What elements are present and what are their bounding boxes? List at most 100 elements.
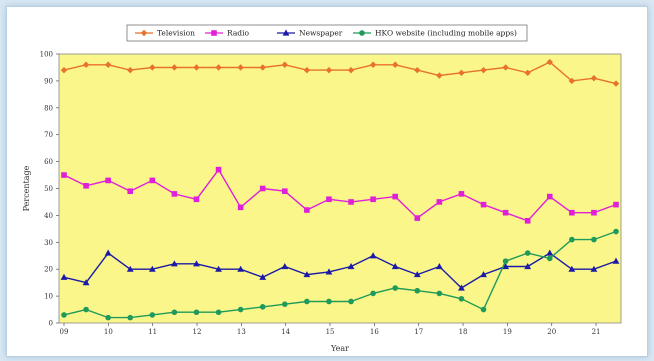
- x-tick-label: 19: [503, 328, 512, 336]
- data-point: [480, 201, 487, 208]
- series-line: [63, 61, 617, 85]
- data-point: [392, 61, 399, 68]
- data-point: [149, 177, 156, 184]
- data-point: [83, 183, 89, 189]
- data-point: [435, 263, 443, 270]
- data-point: [281, 263, 289, 270]
- data-point: [569, 209, 575, 216]
- data-point: [303, 271, 311, 278]
- data-point: [282, 188, 288, 194]
- data-point: [590, 75, 598, 82]
- data-point: [413, 271, 421, 278]
- data-point: [392, 285, 399, 291]
- data-point: [458, 69, 465, 77]
- data-point: [326, 196, 332, 203]
- y-tick-label: 20: [44, 266, 53, 274]
- data-point: [480, 306, 487, 313]
- data-point: [568, 265, 576, 272]
- data-point: [127, 314, 134, 321]
- y-tick-label: 30: [44, 239, 53, 247]
- data-point: [171, 260, 178, 267]
- legend-marker: [282, 29, 290, 36]
- data-point: [259, 64, 266, 71]
- chart-frame: 0 10 20 30 40 50 60 70 80 90 100 09 10 11 12 13 14 15 16 17…: [6, 6, 648, 357]
- data-point: [591, 236, 597, 243]
- x-tick-label: 10: [104, 328, 113, 336]
- data-point: [546, 58, 553, 66]
- data-point: [60, 273, 68, 280]
- x-tick-label: 12: [193, 328, 202, 336]
- legend-label: Television: [157, 29, 195, 38]
- x-tick-label: 13: [237, 328, 246, 336]
- line-chart: 0 10 20 30 40 50 60 70 80 90 100 09 10 11 12 13 14 15 16 17…: [22, 24, 622, 353]
- y-tick-label: 10: [44, 293, 53, 301]
- data-point: [613, 201, 619, 208]
- data-point: [282, 301, 288, 307]
- data-point: [193, 64, 200, 71]
- y-tick-label: 50: [44, 185, 53, 193]
- data-point: [391, 263, 399, 270]
- y-axis-title: Percentage: [22, 165, 31, 211]
- data-point: [569, 236, 575, 243]
- data-point: [126, 265, 134, 272]
- data-point: [524, 217, 531, 224]
- plot-area: [58, 53, 622, 324]
- data-point: [259, 304, 266, 310]
- data-point: [436, 199, 443, 205]
- data-point: [369, 252, 377, 259]
- series-line: [63, 168, 617, 222]
- data-point: [414, 66, 421, 74]
- data-point: [104, 61, 112, 68]
- x-tick-label: 21: [592, 328, 601, 336]
- x-tick-label: 17: [414, 328, 423, 336]
- data-point: [414, 215, 421, 221]
- data-point: [61, 172, 67, 178]
- legend-label: Newspaper: [299, 29, 343, 38]
- data-point: [281, 61, 288, 68]
- data-point: [303, 66, 311, 74]
- data-point: [193, 196, 200, 203]
- data-point: [171, 309, 178, 316]
- data-point: [237, 64, 244, 71]
- data-point: [436, 290, 443, 297]
- data-point: [458, 295, 465, 302]
- y-tick-label: 40: [44, 212, 53, 220]
- data-point: [502, 263, 509, 270]
- data-point: [436, 72, 443, 79]
- y-tick-label: 80: [44, 104, 53, 112]
- data-point: [105, 177, 111, 184]
- series-line: [63, 230, 617, 319]
- y-tick-label: 0: [49, 320, 53, 328]
- data-point: [193, 309, 200, 316]
- data-point: [591, 209, 597, 216]
- data-point: [215, 265, 222, 272]
- data-point: [171, 191, 178, 197]
- data-point: [480, 66, 487, 74]
- data-point: [546, 249, 554, 256]
- data-point: [215, 309, 222, 316]
- legend-label: Radio: [227, 29, 249, 38]
- data-point: [127, 188, 134, 194]
- y-tick-label: 60: [44, 158, 53, 166]
- data-point: [458, 191, 465, 197]
- data-point: [304, 207, 310, 213]
- data-point: [149, 312, 156, 318]
- data-point: [237, 265, 245, 272]
- data-point: [325, 268, 333, 275]
- data-point: [370, 196, 376, 203]
- data-point: [105, 314, 111, 321]
- data-point: [148, 265, 156, 272]
- data-point: [193, 260, 200, 267]
- legend-marker: [211, 30, 217, 36]
- x-tick-label: 16: [370, 328, 379, 336]
- data-point: [259, 273, 267, 280]
- legend-box: [126, 24, 528, 42]
- x-tick-label: 20: [547, 328, 556, 336]
- data-point: [83, 306, 89, 313]
- data-point: [348, 298, 354, 305]
- data-point: [215, 64, 222, 71]
- data-point: [458, 284, 465, 291]
- data-point: [325, 66, 333, 74]
- data-point: [612, 80, 620, 87]
- data-point: [215, 166, 222, 173]
